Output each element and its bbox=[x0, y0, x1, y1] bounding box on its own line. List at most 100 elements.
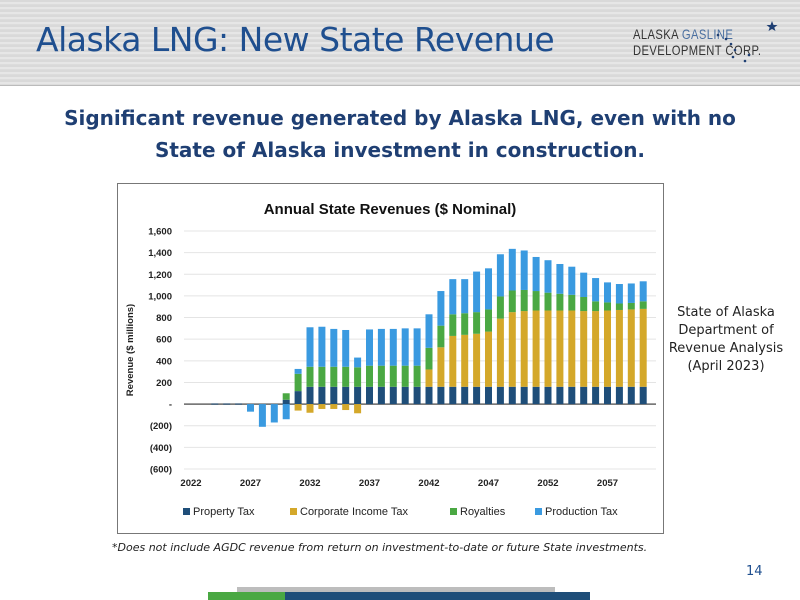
bar-property-2056 bbox=[592, 386, 600, 405]
legend-swatch-property bbox=[183, 508, 190, 515]
bar-royalties-2058 bbox=[615, 303, 623, 310]
bar-production-2034 bbox=[330, 328, 338, 367]
bar-cit-2036 bbox=[354, 404, 362, 414]
bar-production-2036 bbox=[354, 357, 362, 368]
slide-header: Alaska LNG: New State Revenue ALASKA GAS… bbox=[0, 0, 800, 86]
bar-production-2037 bbox=[366, 329, 373, 366]
bar-property-2034 bbox=[330, 386, 338, 405]
chart-title: Annual State Revenues ($ Nominal) bbox=[264, 201, 517, 218]
y-tick-label: (600) bbox=[150, 465, 172, 476]
legend-label-production: Production Tax bbox=[545, 506, 618, 518]
footer-bar-blue bbox=[285, 592, 590, 600]
bar-production-2027 bbox=[247, 404, 254, 412]
x-tick-label: 2052 bbox=[537, 478, 558, 489]
bar-property-2024 bbox=[211, 403, 219, 405]
big-dipper-stars-icon bbox=[716, 21, 778, 63]
bar-production-2044 bbox=[449, 279, 457, 315]
bar-royalties-2050 bbox=[520, 289, 528, 312]
bar-property-2058 bbox=[615, 386, 623, 405]
bar-cit-2035 bbox=[342, 404, 350, 411]
x-tick-label: 2037 bbox=[359, 478, 380, 489]
bar-production-2047 bbox=[485, 268, 492, 310]
bar-royalties-2051 bbox=[532, 291, 540, 311]
bar-property-2057 bbox=[604, 386, 611, 405]
bar-royalties-2034 bbox=[330, 366, 338, 387]
bar-production-2046 bbox=[473, 271, 481, 313]
bar-royalties-2035 bbox=[342, 366, 350, 387]
subtitle-line-1: Significant revenue generated by Alaska … bbox=[64, 106, 736, 130]
bar-production-2040 bbox=[401, 328, 409, 366]
bar-cit-2055 bbox=[580, 311, 588, 387]
bar-property-2047 bbox=[485, 386, 492, 405]
source-note-line: (April 2023) bbox=[687, 359, 765, 374]
bar-cit-2058 bbox=[615, 309, 623, 387]
bar-production-2059 bbox=[627, 283, 635, 303]
logo-text-gasline: GASLINE bbox=[681, 26, 734, 42]
bar-royalties-2059 bbox=[627, 302, 635, 310]
slide-title: Alaska LNG: New State Revenue bbox=[36, 20, 555, 59]
y-tick-label: (200) bbox=[150, 421, 172, 432]
y-tick-label: - bbox=[169, 400, 172, 411]
bar-production-2056 bbox=[592, 278, 600, 302]
chart-svg: Annual State Revenues ($ Nominal) 1,600 1,… bbox=[125, 201, 656, 518]
subtitle-line-2: State of Alaska investment in constructi… bbox=[154, 138, 646, 162]
footer-bar-green bbox=[208, 592, 285, 600]
bar-royalties-2052 bbox=[544, 292, 552, 311]
bar-property-2043 bbox=[437, 386, 445, 405]
bar-royalties-2038 bbox=[377, 365, 385, 387]
bar-cit-2050 bbox=[520, 311, 528, 387]
footer-bar-grey bbox=[237, 587, 555, 592]
bar-production-2035 bbox=[342, 329, 350, 367]
bar-royalties-2036 bbox=[354, 367, 362, 387]
x-tick-label: 2042 bbox=[418, 478, 439, 489]
bar-property-2040 bbox=[401, 386, 409, 405]
bar-property-2042 bbox=[425, 386, 433, 405]
bar-property-2025 bbox=[223, 403, 231, 405]
bar-production-2057 bbox=[604, 282, 611, 303]
legend-swatch-cit bbox=[290, 508, 297, 515]
bar-cit-2043 bbox=[437, 347, 445, 387]
bar-royalties-2031 bbox=[294, 373, 302, 392]
bar-property-2044 bbox=[449, 386, 457, 405]
bar-royalties-2041 bbox=[413, 365, 421, 387]
bar-cit-2048 bbox=[496, 318, 504, 387]
bar-cit-2060 bbox=[639, 308, 647, 387]
bar-property-2053 bbox=[556, 386, 564, 405]
y-tick-label: (400) bbox=[150, 443, 172, 454]
bar-property-2048 bbox=[496, 386, 504, 405]
bar-royalties-2056 bbox=[592, 301, 600, 312]
bar-production-2060 bbox=[639, 281, 647, 302]
x-tick-label: 2027 bbox=[240, 478, 261, 489]
bar-royalties-2046 bbox=[473, 312, 481, 334]
bar-property-2035 bbox=[342, 386, 350, 405]
bar-property-2037 bbox=[366, 386, 373, 405]
agdc-logo: ALASKA GASLINE DEVELOPMENT CORP. bbox=[633, 26, 761, 58]
bar-cit-2032 bbox=[306, 404, 314, 413]
page-number: 14 bbox=[746, 564, 763, 579]
y-tick-label: 1,200 bbox=[148, 270, 172, 281]
bar-production-2033 bbox=[318, 326, 326, 367]
bar-property-2052 bbox=[544, 386, 552, 405]
bar-production-2052 bbox=[544, 260, 552, 293]
bar-production-2054 bbox=[568, 266, 576, 295]
footnote: *Does not include AGDC revenue from retu… bbox=[112, 541, 648, 554]
revenue-chart: Annual State Revenues ($ Nominal) 1,600 1,… bbox=[117, 183, 664, 534]
bar-production-2042 bbox=[425, 314, 433, 348]
bar-property-2038 bbox=[377, 386, 385, 405]
bar-royalties-2043 bbox=[437, 325, 445, 348]
bar-production-2041 bbox=[413, 328, 421, 366]
bar-royalties-2054 bbox=[568, 294, 576, 311]
source-note-line: State of Alaska bbox=[677, 305, 775, 320]
bar-cit-2057 bbox=[604, 310, 611, 387]
x-tick-label: 2057 bbox=[597, 478, 618, 489]
source-note-line: Department of bbox=[678, 323, 774, 338]
bar-royalties-2032 bbox=[306, 366, 314, 387]
bar-production-2053 bbox=[556, 263, 564, 294]
bar-property-2026 bbox=[235, 403, 243, 405]
bar-royalties-2040 bbox=[401, 365, 409, 387]
bar-property-2054 bbox=[568, 386, 576, 405]
slide-subtitle: Significant revenue generated by Alaska … bbox=[40, 102, 760, 166]
bar-production-2055 bbox=[580, 272, 588, 297]
bar-production-2039 bbox=[389, 328, 397, 366]
bar-cit-2042 bbox=[425, 369, 433, 387]
